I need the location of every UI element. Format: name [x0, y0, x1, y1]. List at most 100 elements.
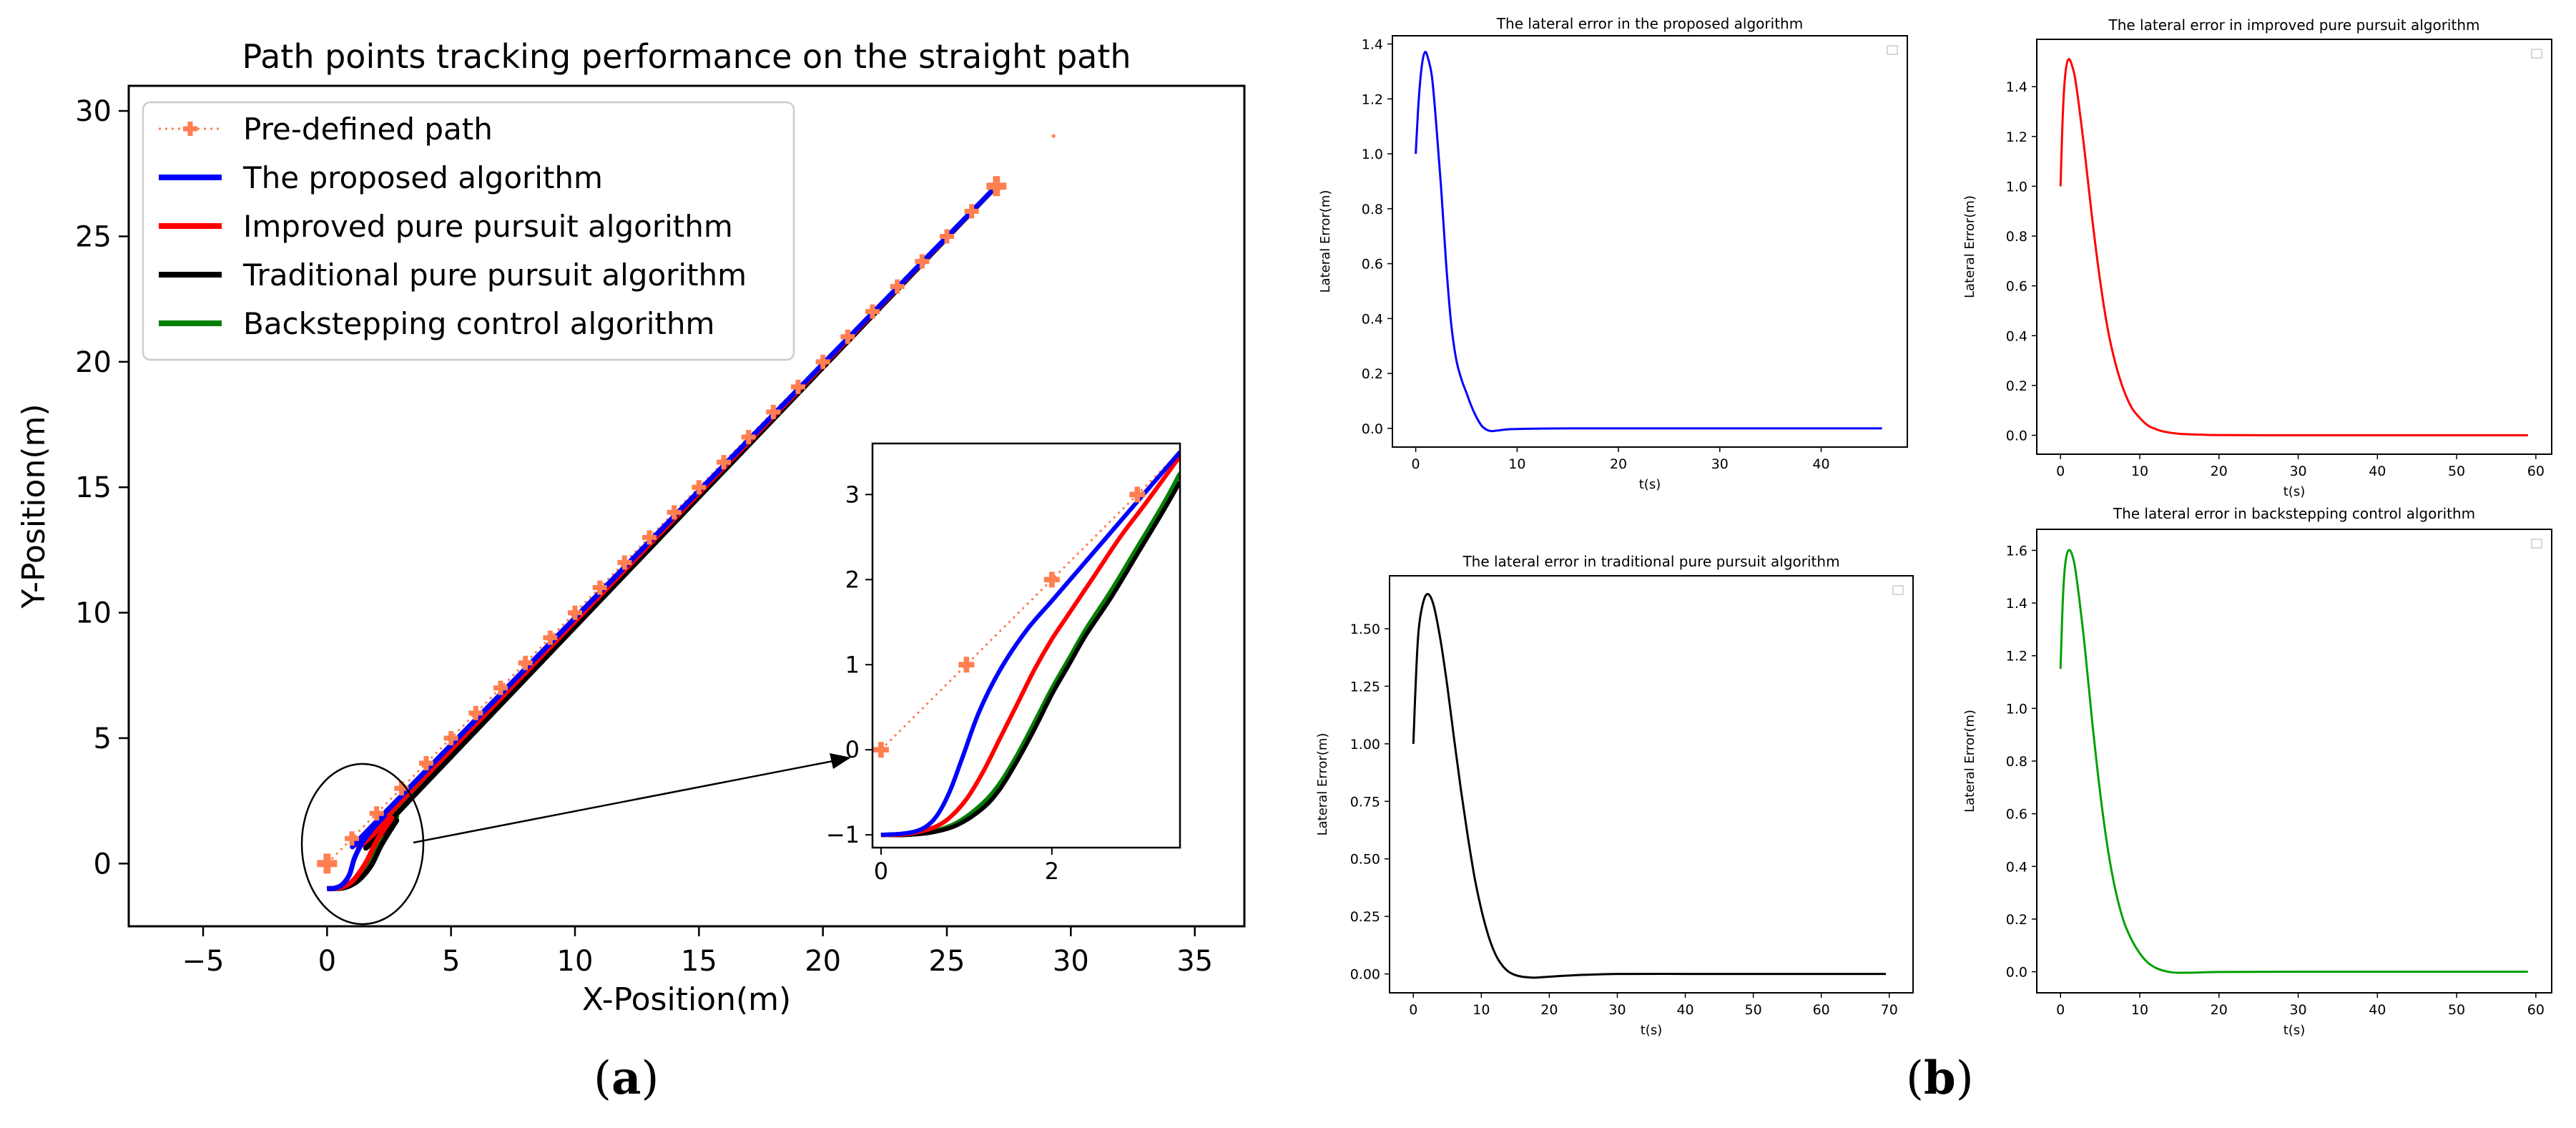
- main-ytick-label: 0: [94, 848, 112, 881]
- b2-ytick-label: 0.6: [2006, 279, 2027, 295]
- main-legend-box: [142, 101, 795, 361]
- main-predefined-marker: [840, 329, 855, 344]
- zoom-arrow: [413, 758, 841, 844]
- inset-xtick-label: 0: [874, 858, 888, 885]
- b4-plot-area: [2059, 549, 2528, 974]
- main-predefined-marker: [345, 831, 359, 846]
- main-ylabel: Y-Position(m): [16, 403, 52, 609]
- b1-frame: [1392, 35, 1908, 448]
- b3-ytick-label: 1.25: [1350, 679, 1380, 695]
- b4-ytick-label: 1.6: [2006, 543, 2027, 559]
- b4-xtick-label: 0: [2056, 1002, 2065, 1018]
- inset-predefined-marker: [1043, 572, 1060, 588]
- legend-label-1: The proposed algorithm: [242, 160, 603, 195]
- b2-xtick-label: 10: [2131, 464, 2148, 479]
- b3-series-line: [1412, 593, 1886, 979]
- b4-xtick-label: 20: [2211, 1002, 2228, 1018]
- b3-title: The lateral error in traditional pure pu…: [1462, 553, 1839, 570]
- b4-xtick-label: 50: [2448, 1002, 2465, 1018]
- b3-ytick-label: 1.00: [1350, 737, 1380, 752]
- b4-xtick-label: 40: [2369, 1002, 2386, 1018]
- panel-label-b: (b): [1906, 1051, 1974, 1105]
- b2-plot-area: [2059, 58, 2528, 437]
- b2-title: The lateral error in improved pure pursu…: [2108, 16, 2479, 34]
- b3-xtick-label: 20: [1540, 1002, 1558, 1018]
- b1-ytick-label: 1.2: [1362, 92, 1383, 107]
- main-predefined-marker: [915, 254, 930, 269]
- main-ytick-label: 5: [94, 722, 112, 755]
- inset-ytick-label: 0: [845, 736, 860, 763]
- panel-label-a-letter: a: [611, 1051, 641, 1105]
- chart-b1: The lateral error in the proposed algori…: [1318, 15, 1908, 492]
- b3-xtick-label: 70: [1881, 1002, 1898, 1018]
- panel-label-b-close: ): [1955, 1052, 1974, 1105]
- b1-ytick-label: 0.8: [1362, 202, 1383, 217]
- inset-predefined-marker: [1129, 486, 1146, 503]
- b2-xtick-label: 20: [2211, 464, 2228, 479]
- b4-xtick-label: 30: [2289, 1002, 2306, 1018]
- main-xtick-label: 25: [929, 945, 965, 978]
- zoom-ellipse: [300, 762, 425, 926]
- b1-ytick-label: 0.6: [1362, 257, 1383, 273]
- b2-ytick-label: 1.4: [2006, 79, 2027, 95]
- main-predefined-marker: [964, 204, 979, 219]
- legend-marker-0: [183, 122, 197, 136]
- b1-series-line: [1415, 51, 1882, 433]
- b1-ytick-label: 0.0: [1362, 421, 1383, 437]
- b4-ytick-label: 0.2: [2006, 912, 2027, 928]
- main-frame: [127, 84, 1246, 928]
- b2-ytick-label: 1.2: [2006, 129, 2027, 145]
- b2-xlabel: t(s): [2284, 484, 2305, 499]
- b1-xtick-label: 10: [1508, 456, 1525, 472]
- b2-frame: [2036, 39, 2552, 455]
- b4-series-line: [2059, 549, 2528, 974]
- b2-xtick-label: 50: [2448, 464, 2465, 479]
- inset-frame: [871, 442, 1181, 849]
- main-predefined-marker: [317, 853, 338, 874]
- inset-predefined-marker: [872, 742, 889, 758]
- b3-xtick-label: 60: [1813, 1002, 1830, 1018]
- main-ytick-label: 20: [75, 346, 112, 379]
- b4-ytick-label: 0.8: [2006, 754, 2027, 770]
- b1-xlabel: t(s): [1639, 477, 1661, 492]
- b3-ytick-label: 0.00: [1350, 967, 1380, 983]
- b3-ylabel: Lateral Error(m): [1315, 733, 1330, 836]
- b1-xtick-label: 20: [1610, 456, 1627, 472]
- inset-series-line-0: [880, 450, 1180, 838]
- main-predefined-marker: [986, 176, 1007, 197]
- main-stray-marker: [1051, 134, 1056, 139]
- b2-ytick-label: 0.4: [2006, 328, 2027, 344]
- main-predefined-marker: [692, 480, 707, 495]
- main-predefined-marker: [741, 430, 756, 445]
- inset-series-line-2: [880, 481, 1180, 838]
- b4-ytick-label: 1.0: [2006, 701, 2027, 717]
- inset-ytick-label: 3: [845, 481, 860, 508]
- chart-b3: The lateral error in traditional pure pu…: [1315, 553, 1914, 1038]
- b1-ylabel: Lateral Error(m): [1318, 190, 1333, 293]
- b3-xlabel: t(s): [1641, 1023, 1662, 1038]
- main-ytick-label: 25: [75, 220, 112, 253]
- b4-ytick-label: 1.4: [2006, 596, 2027, 612]
- main-predefined-marker: [592, 580, 607, 595]
- b2-xtick-label: 0: [2056, 464, 2065, 479]
- zoom-arrow-head: [830, 753, 851, 769]
- b4-xlabel: t(s): [2284, 1023, 2305, 1038]
- inset-predefined-marker: [958, 657, 975, 673]
- main-predefined-marker: [518, 655, 533, 670]
- legend-label-3: Traditional pure pursuit algorithm: [242, 258, 747, 293]
- main-xtick-label: 10: [557, 945, 594, 978]
- inset-ytick-label: 1: [845, 651, 860, 678]
- panel-label-b-letter: b: [1923, 1051, 1956, 1105]
- main-predefined-marker: [717, 455, 731, 470]
- inset-chart: 0 2 −1 0 1 2 3: [826, 442, 1181, 885]
- b3-ytick-label: 0.75: [1350, 794, 1380, 810]
- b3-plot-area: [1412, 593, 1886, 979]
- b4-ylabel: Lateral Error(m): [1962, 710, 1977, 813]
- main-xtick-label: 15: [681, 945, 717, 978]
- b2-ytick-label: 0.2: [2006, 378, 2027, 394]
- b3-xtick-label: 50: [1745, 1002, 1762, 1018]
- b2-xtick-label: 40: [2369, 464, 2386, 479]
- b1-ytick-label: 1.4: [1362, 37, 1383, 53]
- main-series-line-1: [327, 184, 998, 891]
